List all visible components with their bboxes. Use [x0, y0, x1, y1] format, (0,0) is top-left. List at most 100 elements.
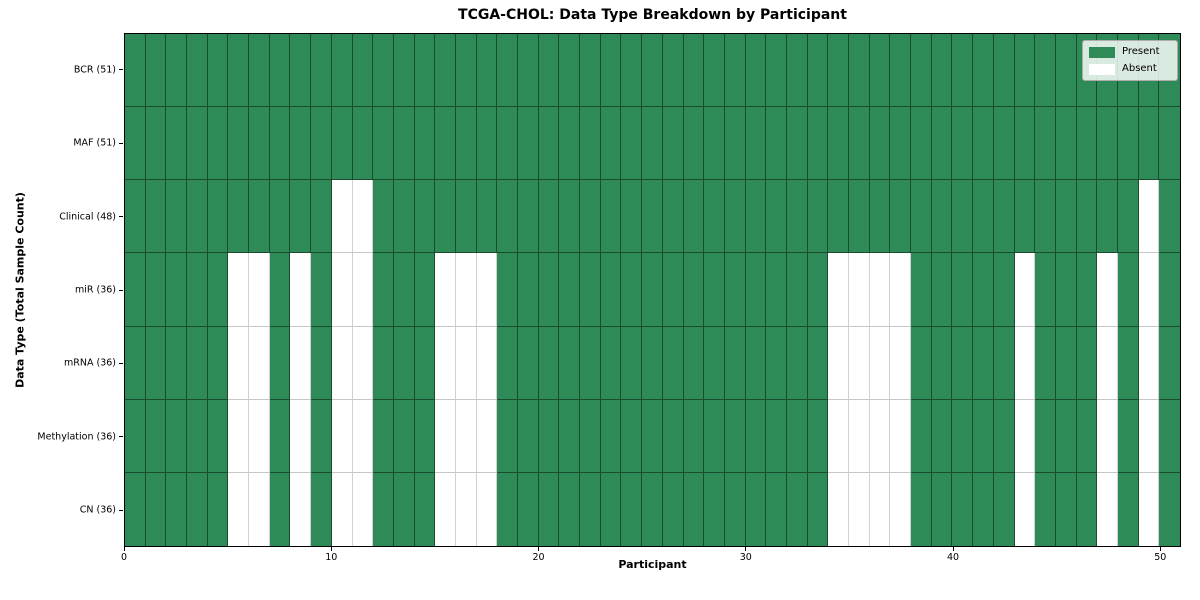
- heatmap-cell: [745, 399, 767, 473]
- heatmap-cell: [911, 34, 932, 108]
- heatmap-cell: [145, 107, 167, 181]
- heatmap-cell: [1117, 326, 1139, 400]
- heatmap-cell: [187, 107, 208, 181]
- heatmap-cell: [414, 399, 436, 473]
- heatmap-cell: [911, 107, 932, 181]
- heatmap-cell: [249, 34, 270, 108]
- heatmap-cell: [166, 472, 188, 546]
- heatmap-cell: [1035, 472, 1056, 546]
- heatmap-cell: [497, 107, 519, 181]
- heatmap-cell: [580, 326, 601, 400]
- heatmap-cell: [497, 399, 519, 473]
- heatmap-cell: [1159, 107, 1180, 181]
- x-tick-label: 30: [739, 552, 752, 563]
- heatmap-cell: [435, 180, 456, 254]
- heatmap-cell: [455, 34, 477, 108]
- heatmap-cell: [497, 180, 519, 254]
- heatmap-cell: [849, 399, 870, 473]
- heatmap-cell: [600, 253, 622, 327]
- heatmap-cell: [331, 399, 353, 473]
- heatmap-cell: [187, 472, 208, 546]
- heatmap-cell: [125, 34, 146, 108]
- heatmap-cell: [518, 180, 539, 254]
- heatmap-cell: [683, 107, 705, 181]
- heatmap-cell: [600, 180, 622, 254]
- heatmap-cell: [766, 399, 787, 473]
- heatmap-cell: [290, 107, 312, 181]
- heatmap-cell: [828, 326, 850, 400]
- heatmap-cell: [373, 180, 394, 254]
- heatmap-cell: [125, 472, 146, 546]
- x-tick-label: 0: [120, 552, 128, 563]
- heatmap-cell: [828, 472, 850, 546]
- heatmap-cell: [911, 253, 932, 327]
- x-tick-label: 40: [946, 552, 960, 563]
- heatmap-cell: [724, 326, 746, 400]
- heatmap-cell: [869, 472, 891, 546]
- heatmap-cell: [455, 107, 477, 181]
- heatmap-cell: [786, 34, 808, 108]
- heatmap-cell: [290, 399, 312, 473]
- heatmap-cell: [766, 107, 787, 181]
- heatmap-cell: [1117, 180, 1139, 254]
- heatmap-cell: [890, 107, 912, 181]
- heatmap-cell: [642, 399, 663, 473]
- heatmap-cell: [538, 34, 560, 108]
- heatmap-cell: [207, 399, 229, 473]
- heatmap-cell: [1055, 180, 1077, 254]
- heatmap-cell: [1014, 326, 1036, 400]
- heatmap-cell: [393, 107, 415, 181]
- heatmap-cell: [497, 34, 519, 108]
- heatmap-cell: [724, 34, 746, 108]
- x-tick-label: 10: [325, 552, 338, 563]
- heatmap-cell: [1138, 326, 1160, 400]
- heatmap-cell: [662, 472, 684, 546]
- legend-item-present: Present: [1089, 46, 1170, 58]
- heatmap-cell: [807, 107, 829, 181]
- heatmap-cell: [187, 253, 208, 327]
- heatmap-cell: [331, 253, 353, 327]
- heatmap-cell: [311, 180, 332, 254]
- heatmap-cell: [207, 472, 229, 546]
- heatmap-cell: [931, 472, 953, 546]
- heatmap-cell: [207, 107, 229, 181]
- heatmap-cell: [559, 472, 581, 546]
- heatmap-cell: [724, 399, 746, 473]
- heatmap-cell: [973, 326, 994, 400]
- heatmap-cell: [662, 107, 684, 181]
- heatmap-cell: [724, 253, 746, 327]
- heatmap-cell: [807, 253, 829, 327]
- heatmap-cell: [869, 34, 891, 108]
- heatmap-cell: [393, 399, 415, 473]
- heatmap-cell: [1138, 107, 1160, 181]
- heatmap-cell: [849, 34, 870, 108]
- heatmap-cell: [435, 326, 456, 400]
- heatmap-cell: [952, 326, 974, 400]
- y-tick-mark: [119, 216, 123, 218]
- heatmap-cell: [1117, 107, 1139, 181]
- heatmap-cell: [911, 399, 932, 473]
- heatmap-cell: [1014, 253, 1036, 327]
- heatmap-cell: [414, 253, 436, 327]
- heatmap-cell: [1097, 253, 1118, 327]
- heatmap-cell: [580, 180, 601, 254]
- heatmap-cell: [724, 472, 746, 546]
- heatmap-cell: [166, 326, 188, 400]
- heatmap-cell: [683, 34, 705, 108]
- heatmap-cell: [1035, 253, 1056, 327]
- heatmap-cell: [228, 180, 250, 254]
- heatmap-cell: [973, 34, 994, 108]
- heatmap-cell: [166, 399, 188, 473]
- heatmap-cell: [1159, 180, 1180, 254]
- heatmap-cell: [828, 34, 850, 108]
- heatmap-cell: [766, 34, 787, 108]
- heatmap-cell: [828, 253, 850, 327]
- heatmap-cell: [207, 253, 229, 327]
- heatmap-cell: [1035, 399, 1056, 473]
- heatmap-cell: [1055, 399, 1077, 473]
- heatmap-cell: [331, 107, 353, 181]
- x-tick-mark: [1159, 547, 1161, 551]
- heatmap-cell: [973, 180, 994, 254]
- heatmap-cell: [1076, 107, 1098, 181]
- heatmap-cell: [662, 253, 684, 327]
